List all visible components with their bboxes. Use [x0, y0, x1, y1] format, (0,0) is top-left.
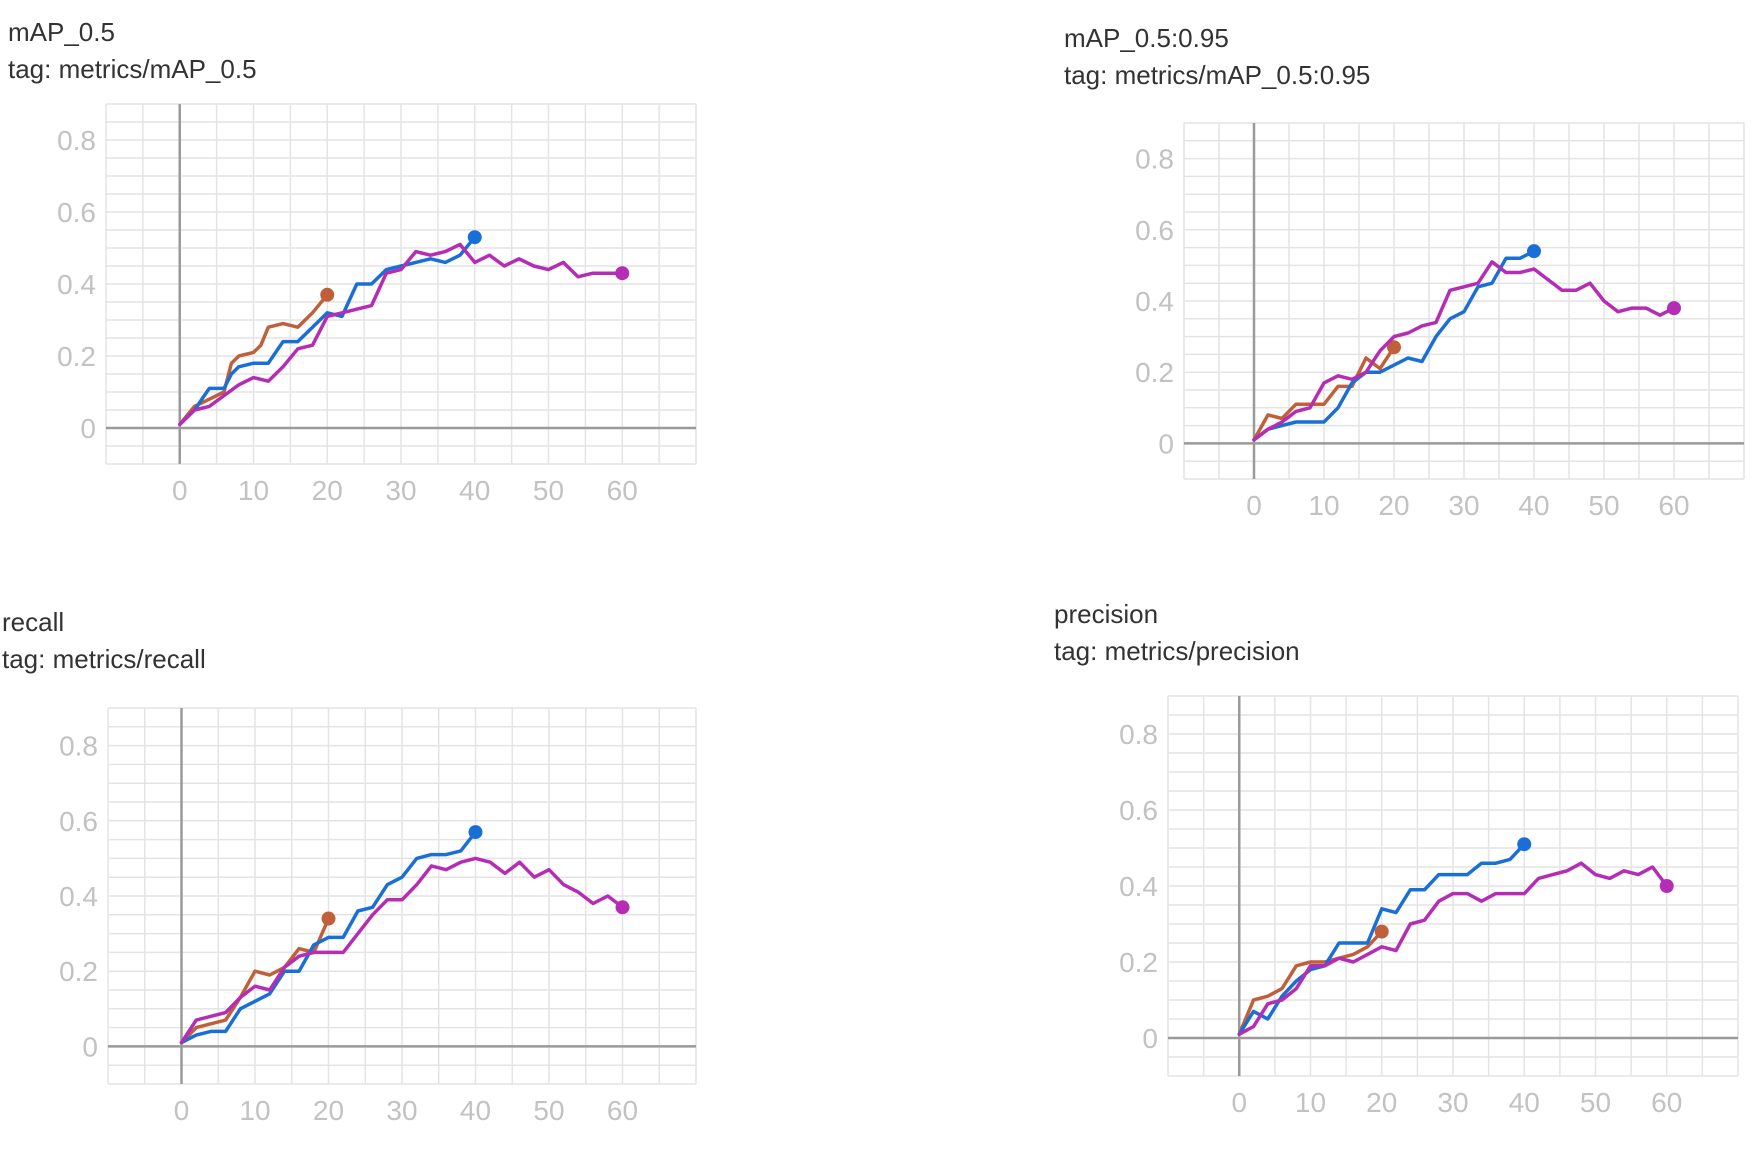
- x-tick-label: 40: [460, 1095, 491, 1126]
- y-tick-label: 0.8: [1135, 144, 1174, 175]
- x-tick-label: 20: [1378, 490, 1409, 521]
- y-tick-label: 0: [80, 413, 96, 444]
- x-tick-label: 50: [533, 475, 564, 506]
- panel-tag: tag: metrics/mAP_0.5: [8, 54, 257, 84]
- series-line-3: [178, 242, 625, 427]
- x-tick-label: 20: [312, 475, 343, 506]
- x-tick-label: 0: [172, 475, 188, 506]
- x-tick-label: 60: [607, 475, 638, 506]
- x-tick-label: 0: [174, 1095, 190, 1126]
- panel-title: mAP_0.5: [8, 17, 115, 47]
- series-end-marker-1: [321, 911, 336, 926]
- y-tick-label: 0.2: [57, 341, 96, 372]
- x-tick-label: 60: [1651, 1087, 1682, 1118]
- y-tick-label: 0.6: [1119, 795, 1158, 826]
- x-tick-label: 50: [1580, 1087, 1611, 1118]
- x-tick-label: 60: [1658, 490, 1689, 521]
- x-tick-label: 20: [313, 1095, 344, 1126]
- series-end-marker-3: [615, 900, 630, 915]
- series-end-marker-1: [1387, 340, 1401, 355]
- panel-title: mAP_0.5:0.95: [1064, 23, 1229, 53]
- panel-precision: precision tag: metrics/precision 0 10 20 30…: [1054, 596, 1749, 1136]
- grid: [105, 103, 697, 465]
- series-line-2: [1237, 842, 1527, 1036]
- y-tick-label: 0.4: [57, 269, 96, 300]
- series-line-1: [178, 293, 330, 427]
- y-tick-label: 0.8: [59, 731, 98, 762]
- series-end-marker-1: [1374, 924, 1389, 939]
- y-tick-label: 0.8: [57, 125, 96, 156]
- series-line-2: [1252, 249, 1536, 442]
- series-end-marker-3: [1659, 879, 1674, 893]
- chart-map-0-5: 0 10 20 30 40 50 60 0 0.2 0.4 0.6 0.8: [57, 103, 697, 506]
- grid: [1167, 695, 1739, 1077]
- x-tick-label: 30: [386, 1095, 417, 1126]
- panel-tag: tag: metrics/precision: [1054, 636, 1300, 666]
- series-line-2: [179, 830, 478, 1045]
- x-tick-label: 50: [533, 1095, 564, 1126]
- y-tick-label: 0: [82, 1031, 98, 1062]
- series-line-1: [179, 916, 331, 1045]
- panel-map-0-5: mAP_0.5 tag: metrics/mAP_0.5 0 10 20 30 40 50…: [8, 14, 708, 534]
- y-tick-label: 0.6: [57, 197, 96, 228]
- series-line-2: [178, 235, 477, 427]
- x-tick-label: 0: [1246, 490, 1262, 521]
- series-end-marker-2: [1527, 244, 1541, 259]
- x-tick-label: 30: [1448, 490, 1479, 521]
- panel-title: recall: [2, 607, 65, 637]
- panel-tag: tag: metrics/recall: [2, 644, 206, 674]
- grid: [1183, 122, 1745, 480]
- y-tick-label: 0.2: [1135, 357, 1174, 388]
- x-tick-label: 40: [459, 475, 490, 506]
- x-tick-label: 50: [1588, 490, 1619, 521]
- chart-recall: 0 10 20 30 40 50 60 0 0.2 0.4 0.6 0.8: [59, 707, 697, 1126]
- series-line-1: [1237, 929, 1384, 1036]
- x-tick-label: 30: [1437, 1087, 1468, 1118]
- y-tick-label: 0.6: [59, 806, 98, 837]
- x-tick-label: 20: [1366, 1087, 1397, 1118]
- series-end-marker-2: [467, 230, 482, 245]
- panel-title: precision: [1054, 599, 1159, 629]
- chart-precision: 0 10 20 30 40 50 60 0 0.2 0.4 0.6 0.8: [1119, 695, 1739, 1118]
- series-end-marker-3: [1667, 301, 1681, 316]
- y-tick-label: 0.8: [1119, 719, 1158, 750]
- x-tick-label: 10: [1308, 490, 1339, 521]
- x-tick-label: 30: [385, 475, 416, 506]
- x-tick-label: 40: [1509, 1087, 1540, 1118]
- y-tick-label: 0.4: [59, 881, 98, 912]
- series-line-1: [1252, 345, 1396, 442]
- panel-tag: tag: metrics/mAP_0.5:0.95: [1064, 60, 1371, 90]
- series-end-marker-2: [468, 825, 483, 840]
- y-tick-label: 0.4: [1119, 871, 1158, 902]
- y-tick-label: 0: [1158, 428, 1174, 459]
- panel-map-0-5-0-95: mAP_0.5:0.95 tag: metrics/mAP_0.5:0.95 0…: [1064, 20, 1754, 540]
- y-tick-label: 0.2: [1119, 947, 1158, 978]
- series-end-marker-1: [320, 287, 335, 302]
- x-tick-label: 10: [1295, 1087, 1326, 1118]
- series-end-marker-2: [1517, 837, 1532, 852]
- chart-map-0-5-0-95: 0 10 20 30 40 50 60 0 0.2 0.4 0.6 0.8: [1135, 122, 1745, 521]
- x-tick-label: 10: [238, 475, 269, 506]
- y-tick-label: 0: [1142, 1023, 1158, 1054]
- series-line-3: [179, 856, 625, 1045]
- series-line-3: [1252, 260, 1676, 442]
- x-tick-label: 40: [1518, 490, 1549, 521]
- y-tick-label: 0.6: [1135, 215, 1174, 246]
- x-tick-label: 60: [607, 1095, 638, 1126]
- x-tick-label: 0: [1231, 1087, 1247, 1118]
- x-tick-label: 10: [239, 1095, 270, 1126]
- series-end-marker-3: [615, 266, 630, 281]
- y-tick-label: 0.2: [59, 956, 98, 987]
- series-line-3: [1237, 861, 1669, 1036]
- panel-recall: recall tag: metrics/recall 0 10 20 30 40 50 60…: [2, 604, 707, 1144]
- y-tick-label: 0.4: [1135, 286, 1174, 317]
